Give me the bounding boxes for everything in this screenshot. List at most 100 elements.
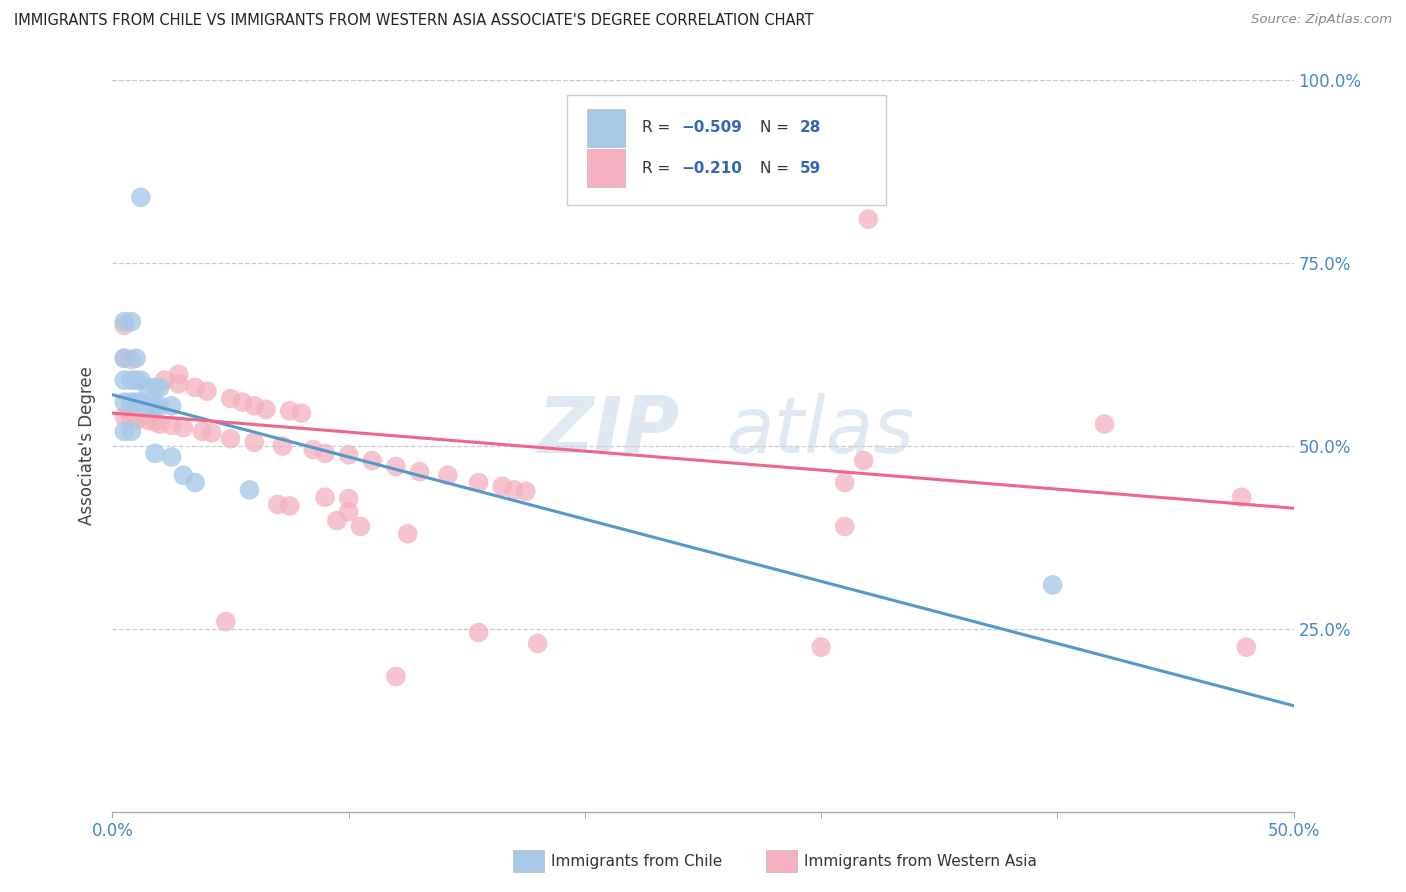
Point [112, 351, 135, 366]
Point [437, 468, 460, 483]
Point [160, 450, 183, 464]
Point [136, 413, 159, 427]
Point [314, 490, 336, 504]
Point [219, 392, 242, 406]
Text: −0.210: −0.210 [682, 161, 742, 176]
Point [143, 380, 166, 394]
Point [160, 418, 183, 433]
Point [112, 351, 135, 366]
Point [120, 425, 142, 439]
Point [120, 315, 142, 329]
Point [243, 399, 266, 413]
Point [467, 625, 489, 640]
FancyBboxPatch shape [588, 109, 626, 147]
Point [112, 318, 135, 333]
Text: N =: N = [759, 161, 793, 176]
Point [503, 483, 526, 497]
Point [149, 399, 172, 413]
Point [184, 380, 207, 394]
Point [167, 368, 190, 382]
Text: Immigrants from Western Asia: Immigrants from Western Asia [804, 855, 1038, 869]
Point [143, 446, 166, 460]
Point [112, 395, 135, 409]
FancyBboxPatch shape [588, 149, 626, 187]
Point [337, 505, 360, 519]
Point [1230, 490, 1253, 504]
Point [136, 380, 159, 394]
Point [129, 395, 152, 409]
Point [238, 483, 260, 497]
Point [201, 425, 224, 440]
Point [278, 404, 301, 418]
Text: IMMIGRANTS FROM CHILE VS IMMIGRANTS FROM WESTERN ASIA ASSOCIATE'S DEGREE CORRELA: IMMIGRANTS FROM CHILE VS IMMIGRANTS FROM… [14, 13, 814, 29]
Point [254, 402, 277, 417]
Point [125, 373, 148, 387]
Point [302, 442, 325, 457]
Point [834, 475, 856, 490]
Y-axis label: Associate's Degree: Associate's Degree [77, 367, 96, 525]
Point [112, 425, 135, 439]
Point [129, 373, 152, 387]
Point [143, 399, 166, 413]
Point [491, 479, 513, 493]
Point [337, 448, 360, 462]
Point [172, 468, 194, 483]
Point [396, 526, 419, 541]
Text: R =: R = [641, 120, 675, 136]
Text: Immigrants from Chile: Immigrants from Chile [551, 855, 723, 869]
Point [125, 413, 148, 427]
Point [129, 190, 152, 204]
Point [153, 373, 176, 387]
Point [136, 399, 159, 413]
Point [361, 453, 384, 467]
Point [191, 425, 214, 439]
Point [834, 519, 856, 533]
Point [112, 315, 135, 329]
Point [1094, 417, 1116, 431]
Point [467, 475, 489, 490]
Point [852, 453, 875, 467]
Point [125, 395, 148, 409]
Point [120, 373, 142, 387]
Point [810, 640, 832, 655]
Point [243, 435, 266, 450]
Point [267, 498, 290, 512]
Point [526, 636, 548, 650]
Point [278, 499, 301, 513]
Point [112, 373, 135, 387]
Point [167, 376, 190, 391]
Point [385, 459, 408, 474]
Text: Source: ZipAtlas.com: Source: ZipAtlas.com [1251, 13, 1392, 27]
Point [408, 465, 430, 479]
Point [231, 395, 253, 409]
Point [858, 212, 880, 227]
Point [149, 417, 172, 431]
Point [349, 519, 371, 533]
Point [160, 399, 183, 413]
Text: −0.509: −0.509 [682, 120, 742, 136]
Point [337, 491, 360, 506]
Point [120, 352, 142, 367]
Text: N =: N = [759, 120, 793, 136]
Point [385, 669, 408, 683]
Text: atlas: atlas [727, 393, 914, 469]
Text: 28: 28 [800, 120, 821, 136]
Text: R =: R = [641, 161, 675, 176]
Point [515, 484, 537, 499]
Point [1234, 640, 1257, 655]
FancyBboxPatch shape [567, 95, 886, 204]
Point [271, 439, 294, 453]
Point [149, 380, 172, 394]
Point [125, 351, 148, 366]
Point [314, 446, 336, 460]
Point [215, 615, 238, 629]
Point [120, 411, 142, 425]
Point [290, 406, 312, 420]
Point [1042, 578, 1064, 592]
Point [143, 415, 166, 429]
Text: 59: 59 [800, 161, 821, 176]
Point [219, 432, 242, 446]
Point [112, 409, 135, 424]
Point [326, 514, 349, 528]
Point [172, 421, 194, 435]
